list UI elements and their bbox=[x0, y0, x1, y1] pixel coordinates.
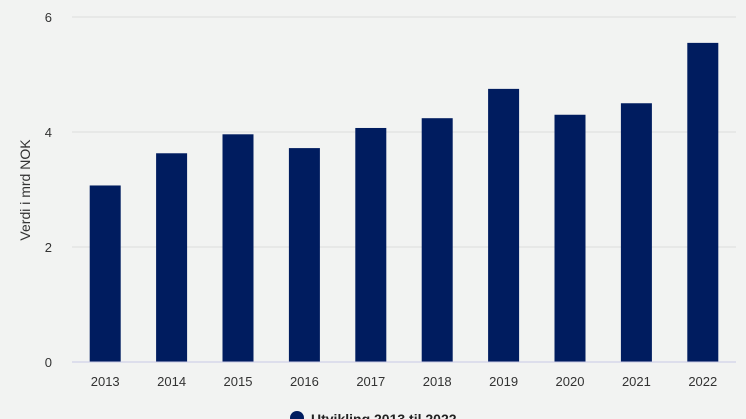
bar-2014[interactable] bbox=[156, 153, 188, 362]
y-tick-label: 2 bbox=[45, 240, 52, 255]
y-tick-label: 4 bbox=[45, 125, 52, 140]
legend-marker bbox=[290, 411, 304, 419]
bar-2019[interactable] bbox=[488, 88, 520, 362]
x-tick-label: 2017 bbox=[356, 374, 385, 389]
y-axis-ticks: 0 2 4 6 bbox=[45, 10, 52, 370]
y-tick-label: 0 bbox=[45, 355, 52, 370]
bar-2016[interactable] bbox=[288, 148, 320, 362]
x-tick-label: 2021 bbox=[622, 374, 651, 389]
x-tick-label: 2020 bbox=[556, 374, 585, 389]
legend[interactable]: Utvikling 2013 til 2022 bbox=[290, 411, 457, 419]
bar-2018[interactable] bbox=[421, 118, 453, 362]
bar-2021[interactable] bbox=[620, 103, 652, 362]
bar-2013[interactable] bbox=[89, 185, 121, 362]
bar-2020[interactable] bbox=[554, 114, 586, 362]
bar-2017[interactable] bbox=[355, 127, 387, 362]
x-tick-label: 2015 bbox=[224, 374, 253, 389]
bars bbox=[89, 42, 719, 362]
bar-2015[interactable] bbox=[222, 134, 254, 362]
x-tick-label: 2018 bbox=[423, 374, 452, 389]
legend-label: Utvikling 2013 til 2022 bbox=[311, 411, 457, 419]
x-tick-label: 2014 bbox=[157, 374, 186, 389]
y-tick-label: 6 bbox=[45, 10, 52, 25]
x-tick-label: 2022 bbox=[688, 374, 717, 389]
x-tick-label: 2013 bbox=[91, 374, 120, 389]
x-axis-ticks: 2013 2014 2015 2016 2017 2018 2019 2020 2021 2022 bbox=[91, 374, 718, 389]
x-tick-label: 2016 bbox=[290, 374, 319, 389]
x-tick-label: 2019 bbox=[489, 374, 518, 389]
y-axis-label: Verdi i mrd NOK bbox=[17, 139, 33, 241]
bar-2022[interactable] bbox=[687, 42, 719, 362]
